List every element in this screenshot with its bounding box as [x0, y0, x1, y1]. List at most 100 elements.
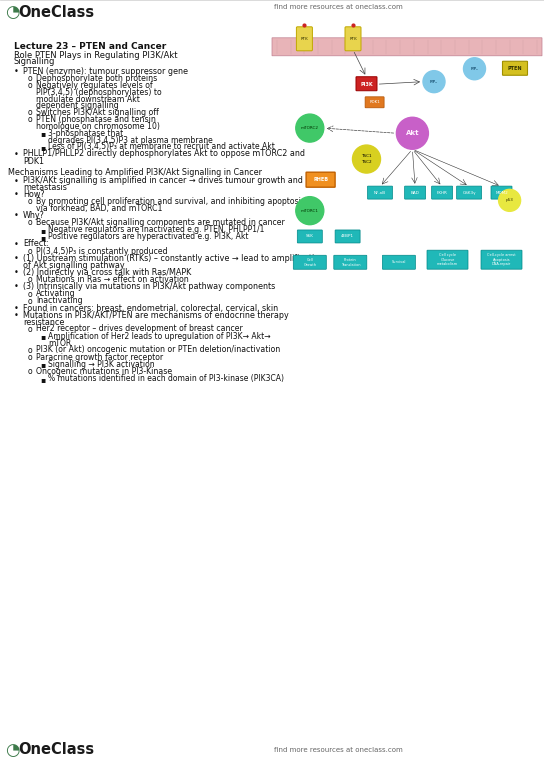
Text: ▪: ▪ [40, 129, 45, 138]
Text: o: o [28, 290, 33, 299]
Text: o: o [28, 197, 33, 206]
Text: Mechanisms Leading to Amplified PI3K/Akt Signalling in Cancer: Mechanisms Leading to Amplified PI3K/Akt… [8, 168, 262, 177]
Text: o: o [28, 367, 33, 377]
Text: •: • [14, 311, 19, 320]
Text: % mutations identified in each domain of PI3-kinase (PIK3CA): % mutations identified in each domain of… [48, 374, 284, 383]
Circle shape [353, 145, 380, 173]
Text: ▪: ▪ [40, 226, 45, 235]
Text: PI3K: PI3K [360, 82, 373, 87]
Circle shape [296, 196, 324, 225]
FancyBboxPatch shape [365, 97, 384, 108]
FancyBboxPatch shape [431, 186, 453, 199]
Text: PDK1: PDK1 [23, 156, 44, 166]
Text: RTK: RTK [349, 37, 357, 41]
Text: TSC1: TSC1 [361, 154, 372, 158]
Text: o: o [28, 276, 33, 284]
Text: o: o [28, 219, 33, 227]
Text: Why?: Why? [23, 211, 45, 219]
Circle shape [423, 71, 445, 92]
Text: Survival: Survival [392, 260, 406, 264]
FancyBboxPatch shape [296, 27, 312, 51]
Text: metastasis: metastasis [23, 183, 67, 192]
Text: Negative regulators are inactivated e.g. PTEN, PHLPP1/1: Negative regulators are inactivated e.g.… [48, 225, 264, 234]
Text: TSC2: TSC2 [361, 160, 372, 164]
Text: Mutations in PI3K/AKT/PTEN are mechanisms of endocrine therapy: Mutations in PI3K/AKT/PTEN are mechanism… [23, 311, 289, 320]
Text: Activating: Activating [36, 290, 76, 298]
Text: via forkhead, BAD, and mTORC1: via forkhead, BAD, and mTORC1 [36, 204, 163, 213]
FancyBboxPatch shape [368, 186, 393, 199]
FancyBboxPatch shape [293, 256, 326, 270]
Text: Akt: Akt [406, 130, 419, 136]
FancyBboxPatch shape [405, 186, 425, 199]
FancyBboxPatch shape [503, 62, 528, 75]
Text: •: • [14, 283, 19, 292]
FancyBboxPatch shape [456, 186, 481, 199]
Text: Amplification of Her2 leads to upregulation of PI3K→ Akt→: Amplification of Her2 leads to upregulat… [48, 332, 270, 340]
Text: PIP₃: PIP₃ [430, 79, 438, 84]
Text: ▪: ▪ [40, 332, 45, 341]
Text: •: • [14, 176, 19, 186]
Text: 4EBP1: 4EBP1 [341, 234, 354, 239]
Text: o: o [28, 247, 33, 256]
Text: modulate downstream Akt: modulate downstream Akt [36, 95, 140, 104]
Text: PDK1: PDK1 [369, 100, 380, 104]
Text: Because PI3K/Akt signalling components are mutated in cancer: Because PI3K/Akt signalling components a… [36, 218, 285, 227]
Text: p53: p53 [506, 199, 514, 203]
Text: Role PTEN Plays in Regulating PI3K/Akt: Role PTEN Plays in Regulating PI3K/Akt [14, 51, 177, 59]
Text: •: • [14, 150, 19, 159]
Text: o: o [28, 74, 33, 83]
Text: PTEN (enzyme): tumour suppressor gene: PTEN (enzyme): tumour suppressor gene [23, 66, 188, 75]
Text: 3-phosphatase that: 3-phosphatase that [48, 129, 123, 138]
Text: o: o [28, 353, 33, 362]
Text: degrades PI(3,4,5)P3 at plasma membrane: degrades PI(3,4,5)P3 at plasma membrane [48, 136, 213, 145]
Text: o: o [28, 325, 33, 334]
FancyBboxPatch shape [306, 172, 335, 187]
Text: PIP₂: PIP₂ [471, 67, 478, 71]
Text: Positive regulators are hyperactivated e.g. PI3K, Akt: Positive regulators are hyperactivated e… [48, 233, 249, 241]
FancyBboxPatch shape [382, 256, 416, 270]
Text: Protein
Translation: Protein Translation [341, 258, 360, 266]
Text: By promoting cell proliferation and survival, and inhibiting apoptosis: By promoting cell proliferation and surv… [36, 197, 305, 206]
Text: resistance: resistance [23, 318, 64, 327]
Text: ▪: ▪ [40, 360, 45, 370]
FancyBboxPatch shape [334, 256, 367, 270]
FancyBboxPatch shape [481, 250, 522, 270]
FancyBboxPatch shape [335, 230, 360, 243]
Text: Negatively regulates levels of: Negatively regulates levels of [36, 81, 153, 90]
Text: ◔: ◔ [5, 741, 20, 759]
Text: mTORC1: mTORC1 [301, 209, 319, 213]
FancyBboxPatch shape [298, 230, 322, 243]
Text: (3) Intrinsically via mutations in PI3K/Akt pathway components: (3) Intrinsically via mutations in PI3K/… [23, 282, 275, 291]
Text: PHLLP1/PHLLP2 directly dephosphorylates Akt to oppose mTORC2 and: PHLLP1/PHLLP2 directly dephosphorylates … [23, 149, 305, 159]
Text: BAD: BAD [411, 191, 419, 195]
Text: Signalling → PI3K activation: Signalling → PI3K activation [48, 360, 154, 369]
Text: •: • [14, 268, 19, 277]
Text: OneClass: OneClass [18, 5, 94, 20]
FancyBboxPatch shape [356, 77, 377, 91]
Text: find more resources at oneclass.com: find more resources at oneclass.com [274, 4, 403, 10]
Text: Cell
Growth: Cell Growth [304, 258, 316, 266]
Text: RHEB: RHEB [313, 177, 328, 182]
Text: Signalling: Signalling [14, 58, 55, 66]
Text: ▪: ▪ [40, 142, 45, 152]
Text: PI3K (or Akt) oncogenic mutation or PTEn deletion/inactivation: PI3K (or Akt) oncogenic mutation or PTEn… [36, 346, 280, 354]
Text: RTK: RTK [300, 37, 308, 41]
Text: PI(3,4,5)P₃ is constantly produced: PI(3,4,5)P₃ is constantly produced [36, 246, 168, 256]
Text: Mutations in Ras → effect on activation: Mutations in Ras → effect on activation [36, 275, 189, 284]
Text: o: o [28, 297, 33, 306]
FancyBboxPatch shape [491, 186, 512, 199]
Text: mTORC2: mTORC2 [301, 126, 319, 130]
Text: •: • [14, 304, 19, 313]
Text: Dephosphorylate both proteins: Dephosphorylate both proteins [36, 74, 157, 82]
Text: dependent signalling: dependent signalling [36, 101, 119, 110]
Text: of Akt signalling pathway: of Akt signalling pathway [23, 261, 125, 270]
FancyBboxPatch shape [345, 27, 361, 51]
Circle shape [397, 117, 429, 149]
Text: Less of PI(3,4,5)P₃ at membrane to recruit and activate Akt: Less of PI(3,4,5)P₃ at membrane to recru… [48, 142, 275, 151]
Text: PI3K/AKt signalling is amplified in cancer → drives tumour growth and: PI3K/AKt signalling is amplified in canc… [23, 176, 303, 185]
Text: find more resources at oneclass.com: find more resources at oneclass.com [274, 747, 403, 753]
Text: How?: How? [23, 189, 45, 199]
Text: Cell cycle
Glucose
metabolism: Cell cycle Glucose metabolism [437, 253, 458, 266]
Text: PTEN: PTEN [508, 66, 522, 72]
Text: Effect:: Effect: [23, 239, 49, 249]
